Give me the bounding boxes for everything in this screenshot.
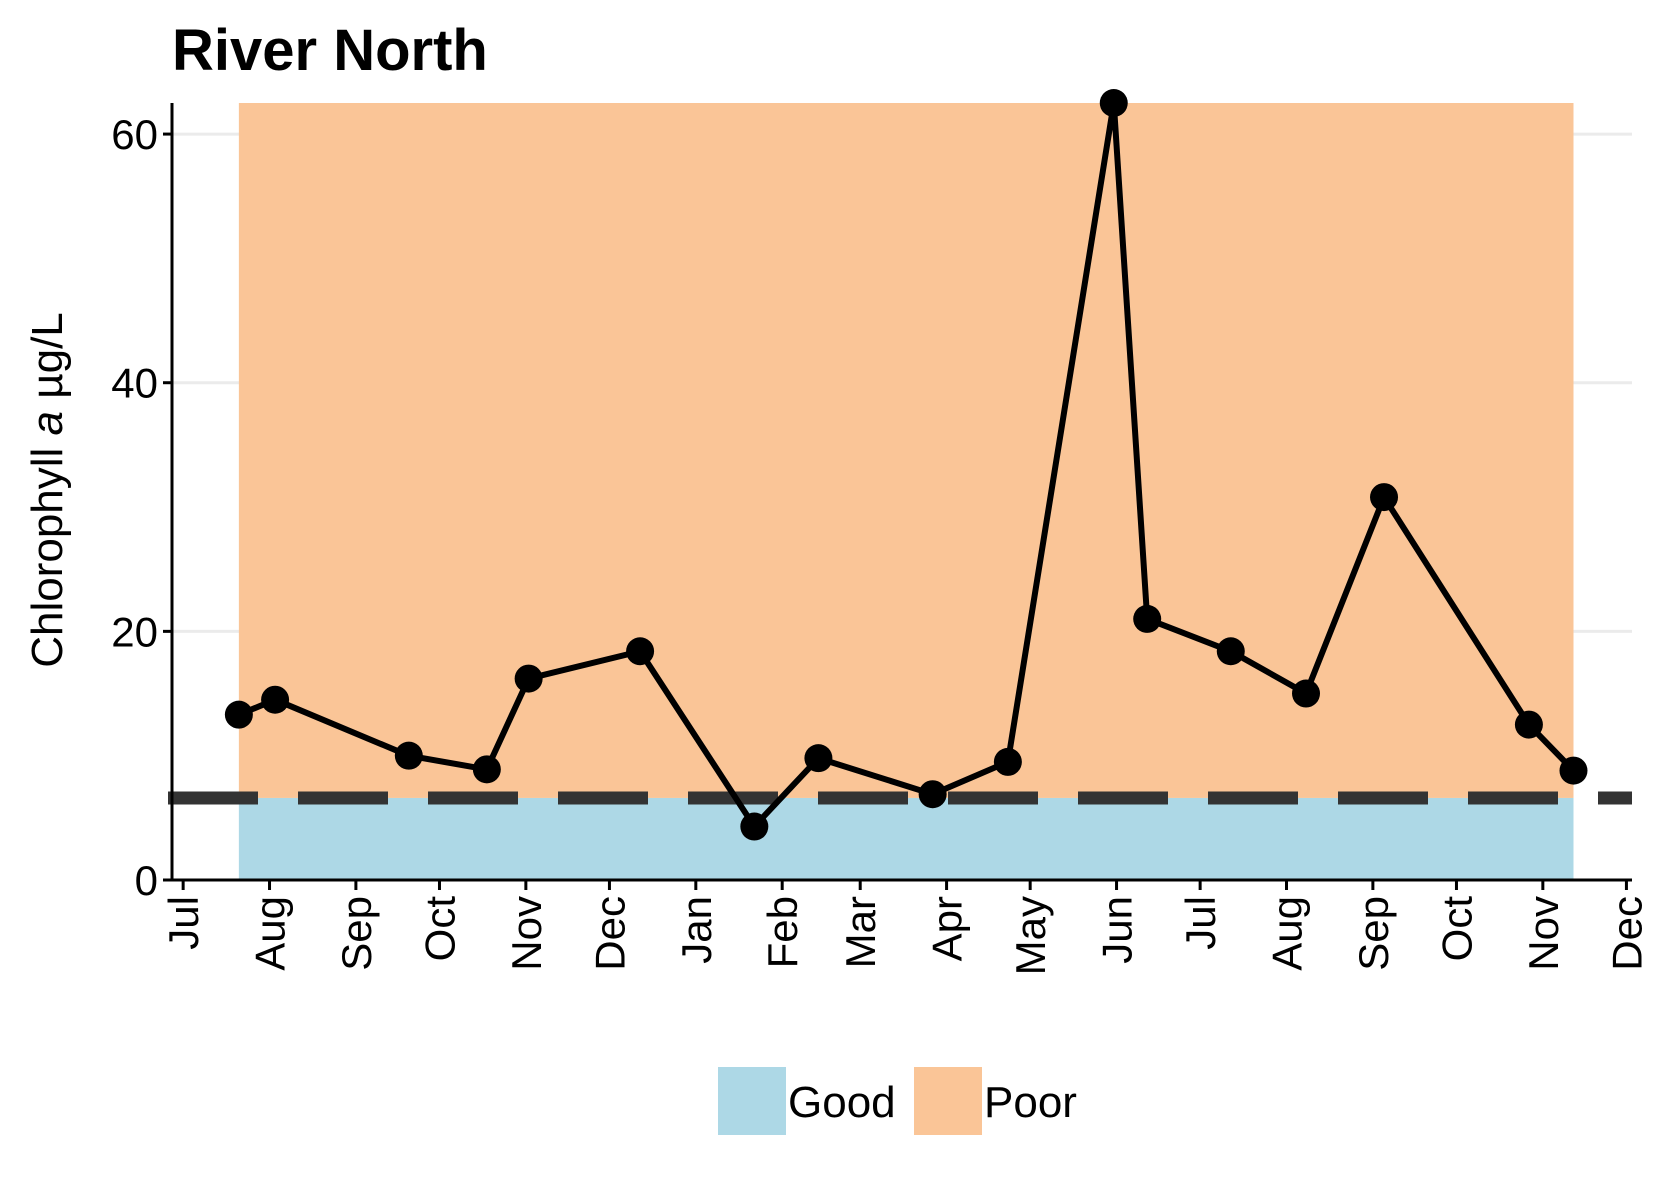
legend-swatch-poor bbox=[914, 1067, 982, 1135]
legend-label-poor: Poor bbox=[984, 1078, 1077, 1127]
x-tick-label: Jul bbox=[160, 896, 207, 950]
y-tick-label: 20 bbox=[111, 608, 158, 655]
x-tick-label: Aug bbox=[247, 896, 294, 971]
data-point bbox=[1133, 604, 1162, 633]
data-point bbox=[1559, 756, 1588, 785]
legend-label-good: Good bbox=[788, 1078, 896, 1127]
data-point bbox=[1514, 710, 1543, 739]
data-point bbox=[261, 685, 290, 714]
data-point bbox=[804, 744, 833, 773]
data-point bbox=[1292, 679, 1321, 708]
x-tick-label: Sep bbox=[333, 896, 380, 971]
x-tick-label: Feb bbox=[759, 896, 806, 968]
chart-title: River North bbox=[172, 18, 488, 83]
x-tick-label: Dec bbox=[1603, 896, 1650, 971]
y-tick-label: 0 bbox=[135, 857, 158, 904]
axes bbox=[170, 103, 1632, 882]
quality-bands bbox=[238, 103, 1574, 880]
x-tick-label: Oct bbox=[417, 896, 464, 962]
x-tick-label: Nov bbox=[503, 896, 550, 971]
data-point bbox=[224, 700, 253, 729]
data-point bbox=[394, 741, 423, 770]
x-tick-label: Jun bbox=[1094, 896, 1141, 964]
data-point bbox=[918, 780, 947, 809]
x-tick-label: Sep bbox=[1350, 896, 1397, 971]
x-axis-ticks: Jul Aug Sep Oct Nov Dec Jan Feb Mar Apr May Jun Jul A… bbox=[160, 880, 1650, 975]
data-point bbox=[740, 812, 769, 841]
x-tick-label: Aug bbox=[1264, 896, 1311, 971]
y-tick-label: 60 bbox=[111, 111, 158, 158]
x-tick-label: Dec bbox=[586, 896, 633, 971]
x-tick-label: Jul bbox=[1177, 896, 1224, 950]
legend-swatch-good bbox=[718, 1067, 786, 1135]
data-point bbox=[1370, 483, 1399, 512]
band-poor bbox=[238, 103, 1574, 798]
data-point bbox=[993, 747, 1022, 776]
x-tick-label: Jan bbox=[673, 896, 720, 964]
x-tick-label: Nov bbox=[1520, 896, 1567, 971]
y-tick-label: 40 bbox=[111, 360, 158, 407]
data-point bbox=[514, 664, 543, 693]
data-point bbox=[626, 637, 655, 666]
data-point bbox=[472, 755, 501, 784]
x-tick-label: Mar bbox=[837, 896, 884, 968]
x-tick-label: Apr bbox=[924, 896, 971, 961]
band-good bbox=[238, 797, 1574, 880]
x-tick-label: May bbox=[1007, 896, 1054, 975]
y-axis-ticks: 0 20 40 60 bbox=[111, 111, 172, 904]
data-point bbox=[1099, 89, 1128, 117]
y-axis-title: Chlorophyll a µg/L bbox=[23, 312, 72, 668]
series-line-group bbox=[224, 89, 1588, 841]
legend: Good Poor bbox=[718, 1067, 1077, 1135]
x-tick-label: Oct bbox=[1434, 896, 1481, 962]
data-point bbox=[1216, 637, 1245, 666]
